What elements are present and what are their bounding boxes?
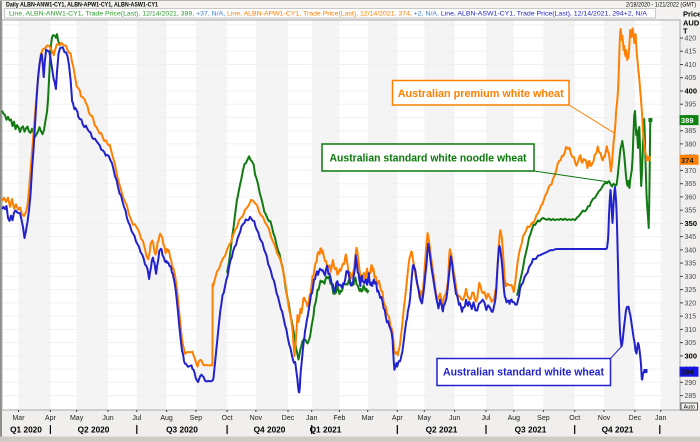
svg-text:Auto: Auto (684, 405, 696, 411)
svg-text:370: 370 (685, 168, 697, 175)
svg-text:Jul: Jul (132, 415, 141, 422)
svg-text:290: 290 (685, 380, 697, 387)
svg-text:365: 365 (685, 181, 697, 188)
svg-text:340: 340 (685, 247, 697, 254)
svg-text:Feb: Feb (333, 415, 345, 422)
svg-text:Q4 2021: Q4 2021 (602, 425, 634, 435)
svg-text:Q1 2020: Q1 2020 (10, 425, 42, 435)
svg-text:May: May (418, 415, 432, 422)
svg-text:Jan: Jan (655, 415, 666, 422)
svg-text:Jun: Jun (102, 415, 113, 422)
svg-text:Dec: Dec (282, 415, 295, 422)
svg-text:Jan: Jan (306, 415, 317, 422)
svg-text:Q2 2020: Q2 2020 (78, 425, 110, 435)
svg-text:320: 320 (685, 300, 697, 307)
svg-text:389: 389 (681, 116, 694, 125)
svg-text:360: 360 (685, 194, 697, 201)
svg-text:Aug: Aug (508, 415, 521, 422)
svg-text:405: 405 (685, 75, 697, 82)
svg-text:Apr: Apr (392, 415, 404, 422)
svg-text:305: 305 (685, 340, 697, 347)
svg-text:Dec: Dec (629, 415, 642, 422)
svg-text:325: 325 (685, 287, 697, 294)
svg-text:2/18/2020 - 1/21/2022 (GMT): 2/18/2020 - 1/21/2022 (GMT) (626, 2, 696, 9)
svg-text:350: 350 (685, 219, 698, 228)
svg-text:420: 420 (685, 36, 697, 43)
svg-text:Apr: Apr (45, 415, 57, 422)
svg-text:Jun: Jun (449, 415, 460, 422)
svg-text:Sep: Sep (190, 415, 203, 422)
svg-text:Mar: Mar (362, 415, 375, 422)
svg-text:395: 395 (685, 102, 697, 109)
svg-text:Oct: Oct (569, 415, 580, 422)
svg-text:Jul: Jul (482, 415, 491, 422)
svg-text:Price: Price (683, 10, 700, 19)
svg-text:294: 294 (681, 368, 694, 377)
svg-text:Nov: Nov (598, 415, 611, 422)
svg-text:Australian standard white nood: Australian standard white noodle wheat (330, 153, 527, 165)
svg-text:Q4 2020: Q4 2020 (254, 425, 286, 435)
svg-text:374: 374 (681, 156, 694, 165)
svg-text:T: T (683, 27, 688, 36)
svg-text:Daily ALBN-ANW1-CY1, ALBN-APW1: Daily ALBN-ANW1-CY1, ALBN-APW1-CY1, ALBN… (6, 2, 158, 9)
svg-text:Q3 2020: Q3 2020 (166, 425, 198, 435)
svg-text:Aug: Aug (160, 415, 173, 422)
svg-text:410: 410 (685, 62, 697, 69)
svg-text:May: May (70, 415, 84, 422)
svg-text:Australian standard white whea: Australian standard white wheat (443, 367, 604, 379)
svg-text:Q2 2021: Q2 2021 (426, 425, 458, 435)
svg-text:Q1 2021: Q1 2021 (310, 425, 342, 435)
svg-text:Sep: Sep (537, 415, 550, 422)
svg-text:Line, ALBN-ANW1-CY1, Trade Pri: Line, ALBN-ANW1-CY1, Trade Price(Last), … (9, 11, 647, 18)
svg-text:AUD: AUD (683, 19, 700, 28)
svg-text:380: 380 (685, 141, 697, 148)
svg-text:415: 415 (685, 49, 697, 56)
svg-text:355: 355 (685, 208, 697, 215)
svg-text:335: 335 (685, 261, 697, 268)
svg-text:330: 330 (685, 274, 697, 281)
svg-text:315: 315 (685, 314, 697, 321)
svg-text:Nov: Nov (250, 415, 263, 422)
svg-text:400: 400 (685, 87, 698, 96)
svg-text:300: 300 (685, 352, 698, 361)
svg-text:Oct: Oct (222, 415, 233, 422)
svg-text:385: 385 (685, 128, 697, 135)
svg-text:345: 345 (685, 234, 697, 241)
svg-text:Q3 2021: Q3 2021 (515, 425, 547, 435)
svg-text:310: 310 (685, 327, 697, 334)
svg-text:Mar: Mar (12, 415, 25, 422)
svg-text:Australian premium white wheat: Australian premium white wheat (398, 88, 564, 100)
svg-text:285: 285 (685, 393, 697, 400)
